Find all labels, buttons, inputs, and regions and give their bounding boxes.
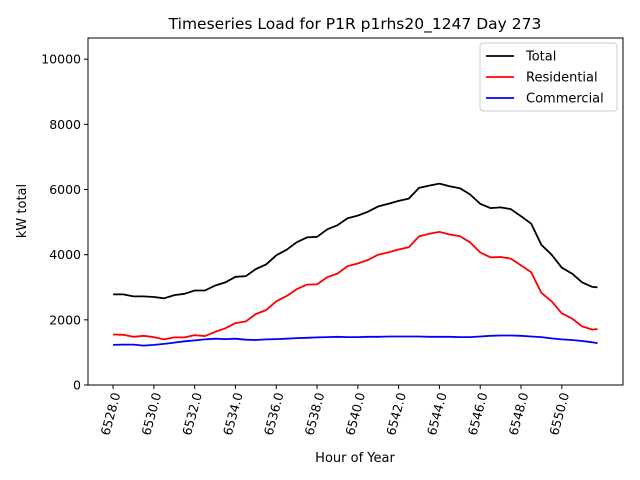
x-tick-label: 6540.0: [342, 391, 368, 437]
y-tick-label: 2000: [49, 312, 81, 327]
x-tick-label: 6530.0: [138, 391, 164, 437]
x-tick-label: 6538.0: [302, 391, 328, 437]
x-tick-label: 6536.0: [261, 391, 287, 437]
x-tick-label: 6532.0: [179, 391, 205, 437]
axes-frame: [87, 37, 624, 386]
x-tick-label: 6542.0: [383, 391, 409, 437]
series-line-residential: [113, 230, 598, 341]
series-line-commercial: [113, 334, 598, 347]
legend: Total Residential Commercial: [479, 42, 618, 112]
y-tick-label: 4000: [49, 247, 81, 262]
x-tick-label: 6548.0: [505, 391, 531, 437]
x-tick-label: 6534.0: [220, 391, 246, 437]
series-line-total: [113, 182, 598, 300]
y-axis-label: kW total: [15, 184, 30, 238]
x-axis: 6528.0 6530.0 6532.0 6534.0 6536.0 6538.0 6540…: [98, 385, 572, 437]
y-tick-label: 10000: [41, 52, 81, 67]
y-tick-label: 6000: [49, 182, 81, 197]
legend-label-total: Total: [525, 50, 556, 65]
chart-title: Timeseries Load for P1R p1rhs20_1247 Day…: [168, 15, 542, 34]
x-tick-label: 6546.0: [465, 391, 491, 437]
legend-label-commercial: Commercial: [526, 92, 604, 107]
x-tick-label: 6528.0: [98, 391, 124, 437]
x-tick-label: 6544.0: [424, 391, 450, 437]
y-tick-label: 0: [73, 378, 81, 393]
legend-label-residential: Residential: [526, 71, 598, 86]
legend-frame: [479, 42, 618, 112]
y-axis: 0 2000 4000 6000 8000 10000: [41, 52, 88, 393]
plot-area: [113, 182, 598, 347]
x-axis-label: Hour of Year: [315, 451, 395, 466]
y-tick-label: 8000: [49, 117, 81, 132]
x-tick-label: 6550.0: [546, 391, 572, 437]
